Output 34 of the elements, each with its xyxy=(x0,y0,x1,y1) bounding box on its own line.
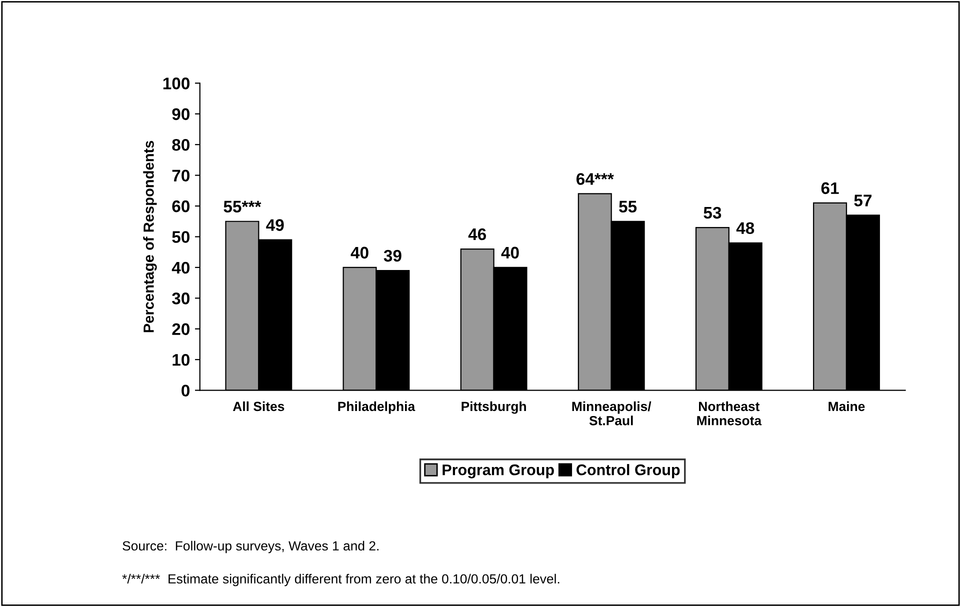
data-label: 40 xyxy=(350,246,368,259)
data-label: 46 xyxy=(468,228,486,240)
y-tick-label: 90 xyxy=(172,108,190,120)
data-label: 61 xyxy=(821,182,839,194)
x-tick-label: Pittsburgh xyxy=(462,401,526,414)
y-tick-label: 50 xyxy=(172,231,190,243)
y-tick-label: 0 xyxy=(182,384,190,397)
y-tick-label: 30 xyxy=(172,292,190,304)
data-label: 40 xyxy=(501,246,519,259)
y-tick-label: 40 xyxy=(172,262,190,274)
legend-label: Program Group xyxy=(442,464,554,478)
y-axis-title: Percentage of Respondents xyxy=(143,140,157,332)
x-tick-label: Minneapolis/ St.Paul xyxy=(572,401,652,426)
data-label: 55*** xyxy=(224,200,262,213)
x-tick-label: All Sites xyxy=(232,401,284,412)
data-label: 48 xyxy=(736,222,754,234)
data-label: 55 xyxy=(619,200,637,213)
text: */**/*** Estimate significantly different from zero at the 0.10/0.05/0.01 level. xyxy=(122,574,560,586)
y-tick-label: 10 xyxy=(172,354,190,366)
y-tick-label: 20 xyxy=(172,323,190,336)
data-label: 49 xyxy=(266,219,284,231)
y-tick-label: 100 xyxy=(163,78,190,90)
data-label: 53 xyxy=(704,206,722,219)
x-tick-label: Northeast Minnesota xyxy=(697,401,762,426)
data-label: 57 xyxy=(854,194,872,206)
y-tick-label: 70 xyxy=(172,170,190,182)
legend-label: Control Group xyxy=(576,464,680,478)
data-label: 64*** xyxy=(576,173,614,185)
data-label: 39 xyxy=(384,250,402,262)
x-tick-label: Philadelphia xyxy=(338,401,416,414)
source-note: Source: Follow-up surveys, Waves 1 and 2. xyxy=(122,540,378,554)
x-tick-label: Maine xyxy=(828,401,865,412)
y-tick-label: 80 xyxy=(172,138,190,151)
y-tick-label: 60 xyxy=(172,200,190,212)
